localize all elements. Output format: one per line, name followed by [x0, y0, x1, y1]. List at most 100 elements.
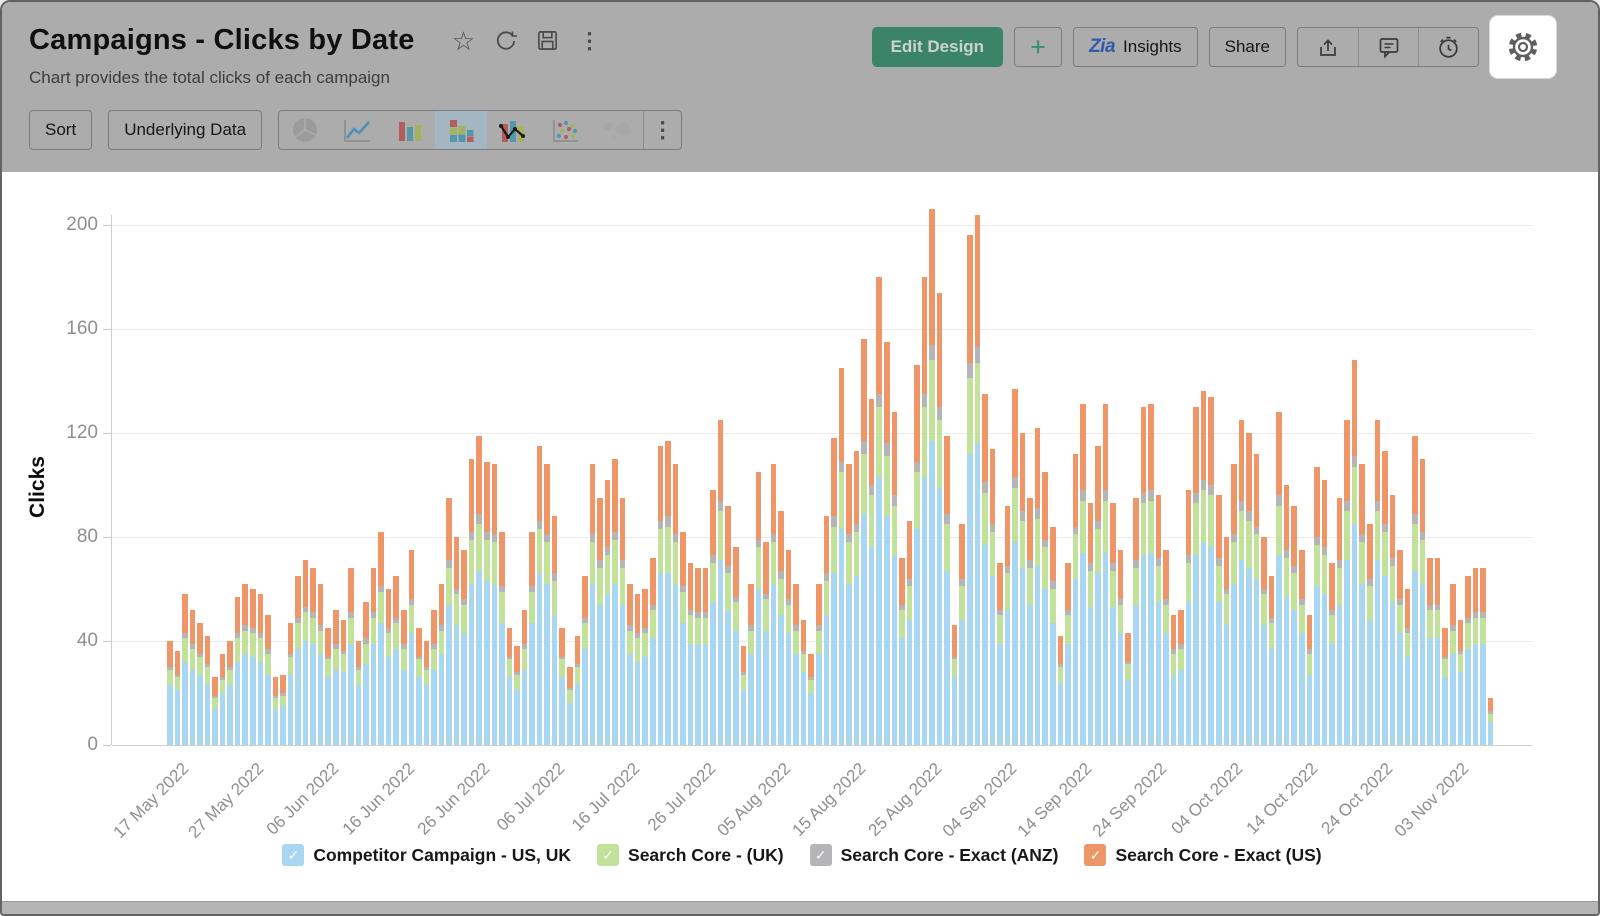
stacked-bar-106[interactable] [966, 235, 973, 745]
legend-checkbox[interactable]: ✓ [282, 844, 305, 866]
stacked-bar-5[interactable] [204, 635, 211, 745]
stacked-bar-174[interactable] [1480, 568, 1486, 745]
stacked-bar-80[interactable] [770, 464, 777, 745]
stacked-bar-152[interactable] [1314, 466, 1320, 745]
stacked-bar-137[interactable] [1200, 391, 1207, 745]
legend-item[interactable]: ✓ Competitor Campaign - US, UK [282, 844, 571, 866]
stacked-bar-119[interactable] [1065, 563, 1071, 745]
legend-item[interactable]: ✓ Search Core - (UK) [597, 844, 784, 866]
stacked-bar-39[interactable] [461, 550, 467, 745]
stacked-bar-85[interactable] [808, 654, 815, 745]
combo-chart-icon[interactable] [487, 111, 539, 149]
stacked-bar-59[interactable] [612, 459, 618, 745]
stacked-bar-32[interactable] [408, 550, 415, 745]
stacked-bar-16[interactable] [287, 622, 294, 745]
stacked-bar-57[interactable] [597, 498, 603, 745]
stacked-bar-172[interactable] [1465, 576, 1471, 745]
stacked-bar-115[interactable] [1034, 427, 1041, 745]
stacked-bar-31[interactable] [400, 609, 407, 745]
stacked-bar-170[interactable] [1449, 583, 1456, 745]
stacked-bar-66[interactable] [665, 440, 671, 745]
stacked-bar-138[interactable] [1208, 396, 1215, 745]
stacked-bar-50[interactable] [544, 464, 550, 745]
zia-insights-button[interactable]: Zia Insights [1073, 27, 1198, 67]
stacked-bar-124[interactable] [1102, 404, 1109, 745]
stacked-bar-157[interactable] [1351, 360, 1358, 745]
stacked-bar-163[interactable] [1397, 550, 1403, 745]
line-chart-icon[interactable] [331, 111, 383, 149]
stacked-bar-89[interactable] [838, 368, 845, 745]
stacked-bar-127[interactable] [1125, 633, 1131, 745]
stacked-bar-49[interactable] [536, 446, 543, 745]
stacked-bar-1[interactable] [174, 651, 181, 745]
stacked-bar-15[interactable] [280, 674, 286, 745]
stacked-bar-109[interactable] [989, 448, 996, 745]
stacked-bar-104[interactable] [951, 625, 958, 745]
stacked-bar-90[interactable] [846, 464, 852, 745]
stacked-bar-13[interactable] [265, 615, 271, 745]
stacked-bar-18[interactable] [302, 560, 309, 745]
stacked-bar-33[interactable] [416, 628, 422, 745]
stacked-bar-141[interactable] [1231, 464, 1237, 745]
stacked-bar-53[interactable] [566, 667, 573, 745]
comment-icon[interactable] [1358, 28, 1418, 66]
stacked-bar-35[interactable] [431, 609, 437, 745]
add-button[interactable]: + [1014, 27, 1063, 67]
legend-checkbox[interactable]: ✓ [809, 844, 832, 866]
stacked-bar-46[interactable] [514, 646, 520, 745]
stacked-bar-142[interactable] [1238, 420, 1245, 745]
stacked-bar-122[interactable] [1087, 503, 1094, 745]
stacked-bar-114[interactable] [1027, 498, 1033, 745]
stacked-bar-84[interactable] [800, 620, 807, 745]
stacked-bar-24[interactable] [348, 568, 354, 745]
stacked-bar-134[interactable] [1178, 609, 1184, 745]
stacked-bar-136[interactable] [1193, 407, 1199, 745]
stacked-bar-125[interactable] [1110, 503, 1116, 745]
stacked-bar-2[interactable] [182, 594, 188, 745]
pie-chart-icon[interactable] [279, 111, 331, 149]
stacked-bar-100[interactable] [921, 277, 928, 745]
stacked-bar-143[interactable] [1246, 433, 1252, 745]
stacked-bar-149[interactable] [1291, 505, 1298, 745]
stacked-bar-58[interactable] [604, 479, 611, 745]
stacked-bar-158[interactable] [1359, 464, 1365, 745]
stacked-bar-64[interactable] [650, 557, 656, 745]
stacked-bar-167[interactable] [1427, 557, 1433, 745]
stacked-bar-145[interactable] [1261, 537, 1267, 745]
stacked-bar-108[interactable] [982, 394, 988, 745]
stacked-bar-8[interactable] [227, 641, 233, 745]
stacked-bar-103[interactable] [944, 435, 950, 745]
stacked-bar-77[interactable] [748, 583, 754, 745]
stacked-bar-133[interactable] [1170, 615, 1177, 745]
stacked-bar-131[interactable] [1155, 495, 1162, 745]
stacked-bar-120[interactable] [1072, 453, 1079, 745]
stacked-bar-19[interactable] [310, 568, 316, 745]
stacked-bar-4[interactable] [197, 622, 203, 745]
stacked-bar-140[interactable] [1223, 537, 1230, 745]
stacked-bar-93[interactable] [868, 399, 875, 745]
stacked-bar-156[interactable] [1344, 420, 1350, 745]
stacked-bar-135[interactable] [1185, 490, 1192, 745]
stacked-bar-67[interactable] [672, 464, 679, 745]
stacked-bar-154[interactable] [1329, 563, 1335, 745]
stacked-bar-101[interactable] [929, 209, 935, 745]
stacked-bar-117[interactable] [1049, 526, 1056, 745]
stacked-bar-169[interactable] [1442, 628, 1448, 745]
stacked-bar-78[interactable] [755, 472, 762, 745]
stacked-bar-86[interactable] [816, 583, 822, 745]
alert-icon[interactable] [1418, 28, 1478, 66]
stacked-bar-129[interactable] [1140, 407, 1147, 745]
share-button[interactable]: Share [1208, 27, 1286, 67]
stacked-bar-110[interactable] [997, 563, 1003, 745]
settings-gear-button[interactable] [1490, 16, 1556, 78]
stacked-bar-128[interactable] [1133, 498, 1139, 745]
map-chart-icon[interactable] [591, 111, 643, 149]
stacked-bar-161[interactable] [1382, 451, 1388, 745]
legend-item[interactable]: ✓ Search Core - Exact (US) [1084, 844, 1322, 866]
stacked-bar-63[interactable] [642, 589, 648, 745]
legend-checkbox[interactable]: ✓ [1084, 844, 1107, 866]
export-icon[interactable] [1298, 28, 1358, 66]
stacked-bar-173[interactable] [1472, 568, 1479, 745]
refresh-icon[interactable] [493, 28, 519, 54]
stacked-bar-48[interactable] [529, 531, 535, 745]
